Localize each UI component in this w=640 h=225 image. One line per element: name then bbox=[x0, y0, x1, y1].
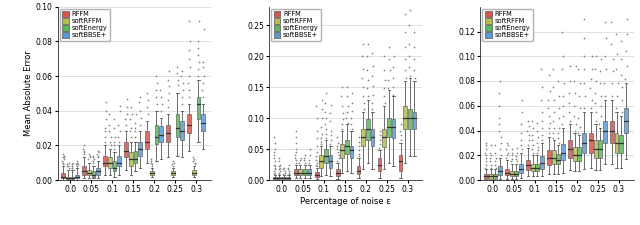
Bar bbox=[196, 97, 200, 119]
Bar bbox=[540, 157, 544, 169]
Bar bbox=[315, 172, 319, 177]
Bar bbox=[138, 142, 142, 156]
Bar bbox=[303, 169, 307, 175]
Bar bbox=[113, 161, 116, 171]
Bar bbox=[87, 170, 91, 175]
Bar bbox=[103, 156, 107, 166]
Bar bbox=[129, 152, 132, 166]
Bar bbox=[392, 119, 396, 138]
Bar bbox=[382, 129, 386, 147]
Bar bbox=[188, 114, 191, 133]
Bar bbox=[489, 174, 493, 179]
Legend: RFFM, softRFFM, softEnergy, softBBSE+: RFFM, softRFFM, softEnergy, softBBSE+ bbox=[483, 9, 533, 41]
Bar bbox=[150, 171, 154, 175]
Bar bbox=[336, 169, 339, 176]
Bar bbox=[108, 158, 112, 168]
Bar bbox=[536, 164, 539, 171]
Bar bbox=[277, 177, 281, 179]
Bar bbox=[603, 121, 607, 143]
Bar bbox=[366, 119, 370, 140]
Bar bbox=[273, 177, 276, 179]
Bar bbox=[154, 125, 158, 144]
Bar bbox=[387, 118, 390, 137]
Legend: RFFM, softRFFM, softEnergy, softBBSE+: RFFM, softRFFM, softEnergy, softBBSE+ bbox=[271, 9, 321, 41]
Bar bbox=[498, 166, 502, 175]
Bar bbox=[598, 140, 602, 158]
Bar bbox=[561, 144, 564, 160]
Bar bbox=[175, 114, 179, 137]
Bar bbox=[61, 173, 65, 178]
Bar bbox=[594, 140, 598, 158]
Bar bbox=[201, 114, 205, 131]
Bar bbox=[345, 140, 349, 154]
Bar bbox=[531, 164, 534, 171]
Bar bbox=[298, 169, 302, 175]
Bar bbox=[319, 155, 323, 168]
Bar bbox=[399, 155, 403, 171]
Bar bbox=[308, 169, 312, 175]
Bar bbox=[505, 169, 509, 175]
Bar bbox=[362, 129, 365, 146]
Bar bbox=[66, 177, 70, 179]
Bar bbox=[371, 129, 374, 146]
Bar bbox=[610, 121, 614, 143]
Bar bbox=[192, 170, 196, 175]
Bar bbox=[70, 177, 74, 179]
Bar bbox=[568, 140, 572, 158]
Bar bbox=[510, 171, 513, 176]
Bar bbox=[519, 164, 523, 173]
Bar bbox=[180, 121, 184, 140]
Bar bbox=[96, 168, 100, 175]
X-axis label: Percentage of noise ε: Percentage of noise ε bbox=[300, 197, 391, 206]
Bar bbox=[328, 155, 332, 168]
Bar bbox=[117, 156, 121, 166]
Bar bbox=[166, 125, 170, 142]
Y-axis label: Mean Absolute Error: Mean Absolute Error bbox=[24, 50, 33, 136]
Bar bbox=[171, 171, 175, 175]
Bar bbox=[620, 135, 623, 153]
Bar bbox=[287, 177, 291, 179]
Legend: RFFM, softRFFM, softEnergy, softBBSE+: RFFM, softRFFM, softEnergy, softBBSE+ bbox=[60, 9, 110, 41]
Bar bbox=[294, 169, 298, 175]
Bar bbox=[124, 142, 128, 157]
Bar bbox=[614, 133, 618, 153]
Bar bbox=[92, 171, 95, 177]
Bar bbox=[324, 149, 328, 163]
Bar bbox=[349, 146, 353, 158]
Bar bbox=[547, 150, 551, 165]
Bar bbox=[403, 106, 407, 129]
Bar bbox=[282, 177, 286, 179]
Bar bbox=[515, 171, 518, 176]
Bar bbox=[526, 160, 530, 170]
Bar bbox=[145, 131, 149, 149]
Bar bbox=[159, 126, 163, 142]
Bar bbox=[589, 133, 593, 153]
Bar bbox=[413, 112, 416, 129]
Bar bbox=[624, 108, 628, 133]
Bar bbox=[556, 154, 560, 164]
Bar bbox=[582, 133, 586, 153]
Bar bbox=[408, 109, 412, 129]
Bar bbox=[378, 158, 381, 171]
Bar bbox=[484, 174, 488, 179]
Bar bbox=[577, 147, 581, 162]
Bar bbox=[83, 166, 86, 175]
Bar bbox=[76, 175, 79, 178]
Bar bbox=[573, 147, 577, 162]
Bar bbox=[134, 151, 138, 163]
Bar bbox=[493, 174, 497, 179]
Bar bbox=[340, 144, 344, 158]
Bar bbox=[356, 166, 360, 174]
Bar bbox=[552, 150, 556, 164]
